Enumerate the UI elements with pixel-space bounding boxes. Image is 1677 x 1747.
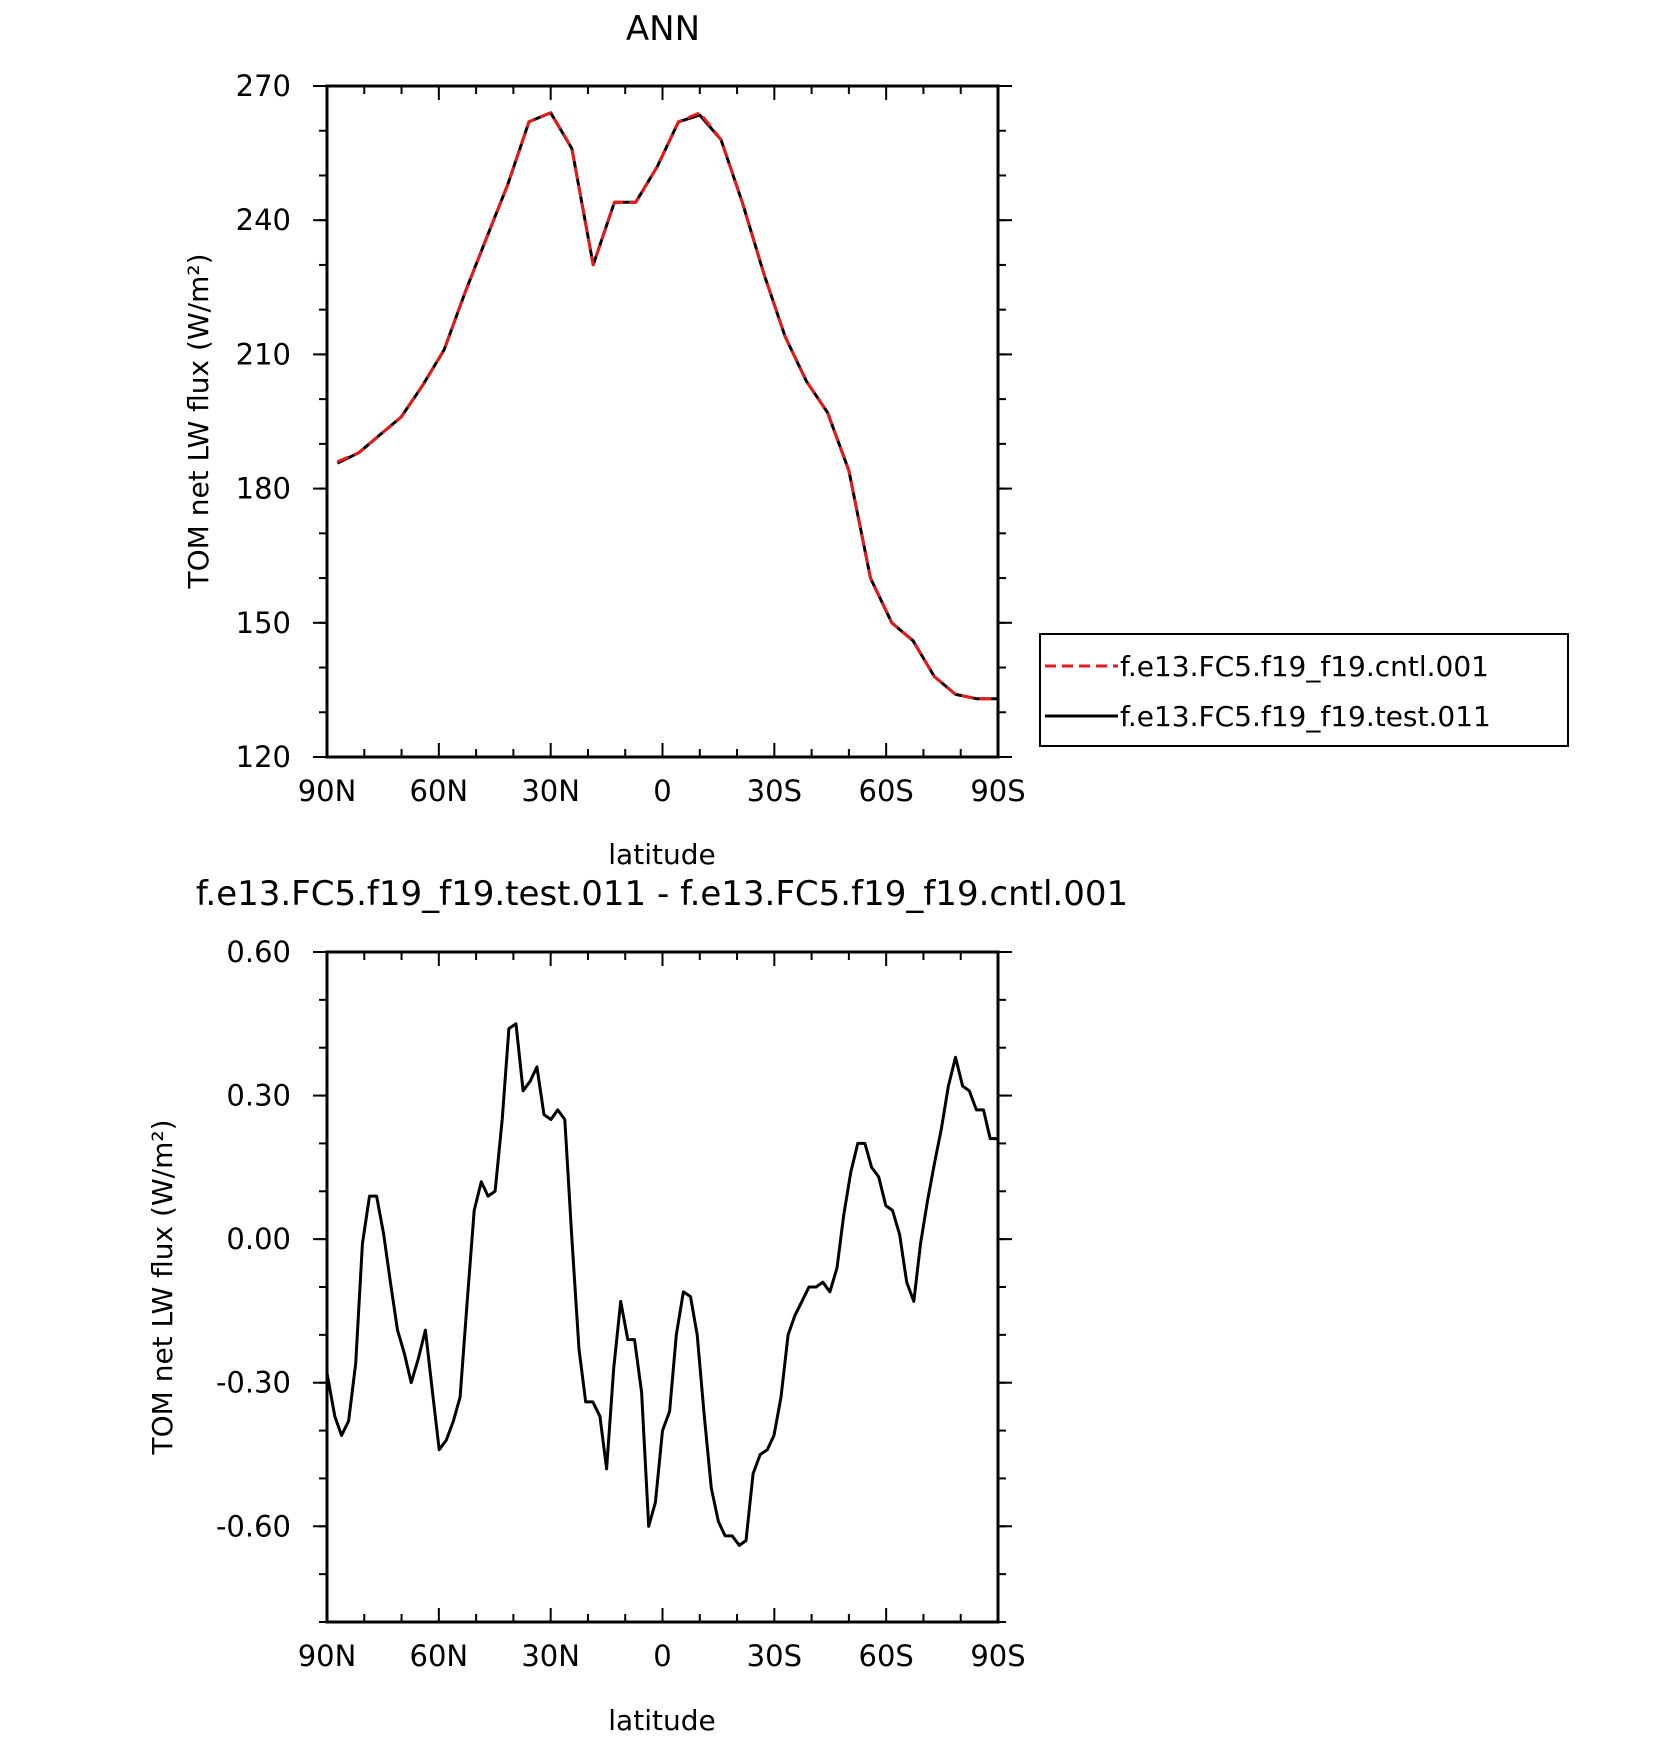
legend-box (1039, 633, 1569, 747)
x-tick-label: 90S (970, 1639, 1025, 1673)
plot-frame (325, 950, 1000, 1624)
y-axis-label: TOM net LW flux (W/m²) (146, 1120, 179, 1456)
x-axis-label: latitude (608, 1704, 715, 1737)
legend-label-cntl: f.e13.FC5.f19_f19.cntl.001 (1120, 650, 1489, 683)
y-tick-label: 0.00 (226, 1222, 291, 1256)
x-tick-label: 90N (298, 1639, 357, 1673)
y-tick-label: 150 (236, 606, 291, 640)
series-line-0 (325, 1022, 998, 1547)
x-tick-label: 0 (653, 774, 671, 808)
x-tick-label: 60N (410, 1639, 469, 1673)
x-tick-label: 0 (653, 1639, 671, 1673)
y-tick-label: 0.30 (226, 1079, 291, 1113)
series-line-1 (336, 111, 998, 701)
legend-label-test: f.e13.FC5.f19_f19.test.011 (1120, 700, 1491, 733)
y-tick-label: 0.60 (226, 935, 291, 969)
x-tick-label: 30S (747, 774, 802, 808)
panel-top: ANN 90N 60N 30N 0 30S 60S 90S 120 150 180 210 240 27… (182, 9, 1569, 871)
y-tick-label: 240 (236, 203, 291, 237)
x-tick-label: 90N (298, 774, 357, 808)
y-tick-label: 270 (236, 69, 291, 103)
x-tick-label: 90S (970, 774, 1025, 808)
difference-title: f.e13.FC5.f19_f19.test.011 - f.e13.FC5.f… (196, 874, 1128, 914)
series-line-0 (336, 111, 998, 701)
chart-title: ANN (626, 9, 700, 49)
x-axis-label: latitude (608, 838, 715, 871)
panel-bottom: f.e13.FC5.f19_f19.test.011 - f.e13.FC5.f… (146, 874, 1128, 1737)
legend: f.e13.FC5.f19_f19.cntl.001 f.e13.FC5.f19… (1039, 633, 1569, 747)
x-tick-label: 60S (859, 774, 914, 808)
plot-frame (325, 84, 1000, 759)
x-tick-label: 60N (410, 774, 469, 808)
y-tick-label: -0.60 (216, 1509, 291, 1543)
y-tick-label: 120 (236, 740, 291, 774)
x-tick-label: 60S (859, 1639, 914, 1673)
y-tick-label: -0.30 (216, 1366, 291, 1400)
x-tick-label: 30N (521, 1639, 580, 1673)
y-axis-label: TOM net LW flux (W/m²) (182, 254, 215, 590)
y-tick-label: 180 (236, 472, 291, 506)
x-tick-label: 30S (747, 1639, 802, 1673)
x-tick-label: 30N (521, 774, 580, 808)
y-tick-label: 210 (236, 337, 291, 371)
